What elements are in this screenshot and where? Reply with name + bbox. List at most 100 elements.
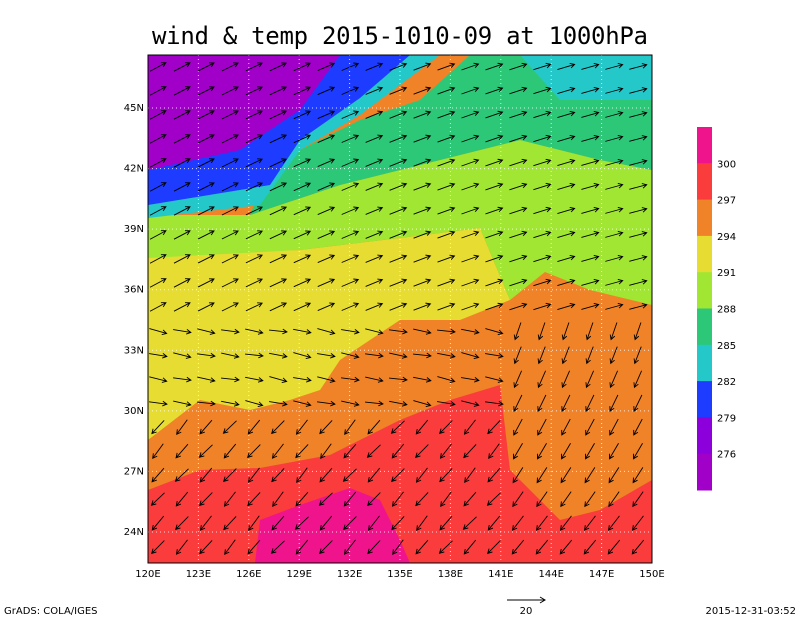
wind-arrow [341, 110, 360, 119]
wind-arrow [317, 254, 336, 264]
wind-arrow [415, 444, 429, 459]
wind-arrow [174, 468, 189, 482]
wind-arrow [416, 515, 428, 532]
wind-arrow [559, 515, 572, 531]
wind-arrow [413, 206, 432, 215]
wind-arrow [317, 230, 336, 240]
lat-label: 39N [124, 224, 144, 235]
wind-arrow [247, 539, 261, 555]
wind-arrow [437, 254, 456, 263]
wind-arrow [293, 110, 312, 120]
wind-arrow [537, 370, 547, 389]
wind-arrow [341, 158, 360, 167]
wind-arrow [629, 87, 648, 94]
wind-arrow [365, 328, 384, 335]
wind-arrow [509, 110, 528, 119]
wind-arrow [245, 376, 264, 383]
wind-arrow [247, 467, 260, 483]
lat-label: 33N [124, 345, 144, 356]
colorbar-label: 285 [717, 341, 736, 352]
wind-arrow [413, 352, 432, 359]
wind-arrow [151, 467, 165, 483]
lon-label: 126E [236, 569, 261, 580]
wind-arrow [341, 62, 360, 71]
lat-label: 42N [124, 164, 144, 175]
wind-arrow [367, 540, 381, 555]
wind-arrow [341, 376, 360, 383]
wind-arrow [149, 62, 167, 72]
wind-arrow [269, 134, 288, 144]
wind-arrow [561, 370, 571, 389]
wind-arrow [223, 468, 237, 483]
wind-arrow [173, 86, 191, 96]
wind-arrow [413, 134, 432, 143]
wind-arrow [585, 418, 595, 436]
wind-arrow [149, 134, 167, 144]
wind-arrow [439, 468, 453, 483]
wind-arrow [197, 158, 215, 168]
wind-arrow [221, 134, 239, 144]
wind-arrow [367, 467, 381, 483]
wind-arrow [221, 254, 239, 264]
wind-arrow [341, 86, 360, 95]
wind-arrow [367, 419, 381, 435]
wind-arrow [462, 516, 477, 530]
colorbar-segment [697, 417, 712, 455]
wind-arrow [533, 62, 552, 71]
wind-arrow [365, 182, 384, 191]
wind-arrow [631, 539, 645, 555]
wind-arrow [269, 62, 288, 72]
wind-arrow [557, 158, 576, 167]
wind-arrow [269, 352, 288, 359]
wind-vectors [149, 62, 648, 556]
wind-arrow [536, 467, 548, 484]
wind-arrow [365, 206, 384, 215]
wind-arrow [561, 394, 571, 412]
lat-label: 27N [124, 466, 144, 477]
wind-arrow [581, 134, 600, 142]
wind-arrow [485, 182, 504, 191]
wind-arrow [633, 322, 642, 341]
wind-arrow [197, 302, 215, 312]
lon-label: 141E [488, 569, 513, 580]
wind-arrow [633, 346, 642, 365]
wind-arrow [415, 467, 428, 483]
wind-arrow [367, 515, 380, 531]
wind-arrow [269, 328, 288, 335]
wind-arrow [221, 376, 240, 383]
colorbar-segment [697, 272, 712, 309]
wind-arrow [389, 86, 408, 95]
wind-arrow [173, 206, 191, 216]
wind-arrow [413, 254, 432, 263]
wind-arrow [294, 516, 309, 530]
wind-arrow [391, 491, 404, 507]
wind-arrow [149, 400, 168, 407]
wind-arrow [629, 159, 648, 166]
footer-right: 2015-12-31-03:52 [705, 606, 796, 617]
wind-arrow [560, 467, 572, 484]
wind-arrow [415, 419, 429, 435]
wind-arrow [511, 539, 525, 555]
wind-arrow [463, 444, 477, 459]
wind-arrow [221, 110, 239, 120]
field-region [148, 140, 652, 305]
wind-arrow [269, 376, 288, 384]
temperature-field [148, 55, 652, 563]
wind-arrow [173, 110, 191, 120]
wind-arrow [341, 230, 360, 239]
wind-arrow [557, 110, 576, 119]
wind-arrow [197, 230, 215, 240]
wind-arrow [581, 278, 600, 286]
wind-arrow [293, 182, 312, 192]
wind-arrow [149, 206, 167, 216]
wind-arrow [365, 400, 384, 407]
wind-arrow [197, 62, 215, 72]
wind-arrow [533, 206, 552, 215]
wind-arrow [245, 158, 263, 168]
wind-arrow [317, 134, 336, 144]
wind-arrow [584, 491, 596, 508]
wind-arrow [413, 400, 432, 408]
wind-arrow [175, 491, 189, 507]
wind-arrow [389, 134, 408, 143]
wind-arrow [463, 419, 476, 435]
